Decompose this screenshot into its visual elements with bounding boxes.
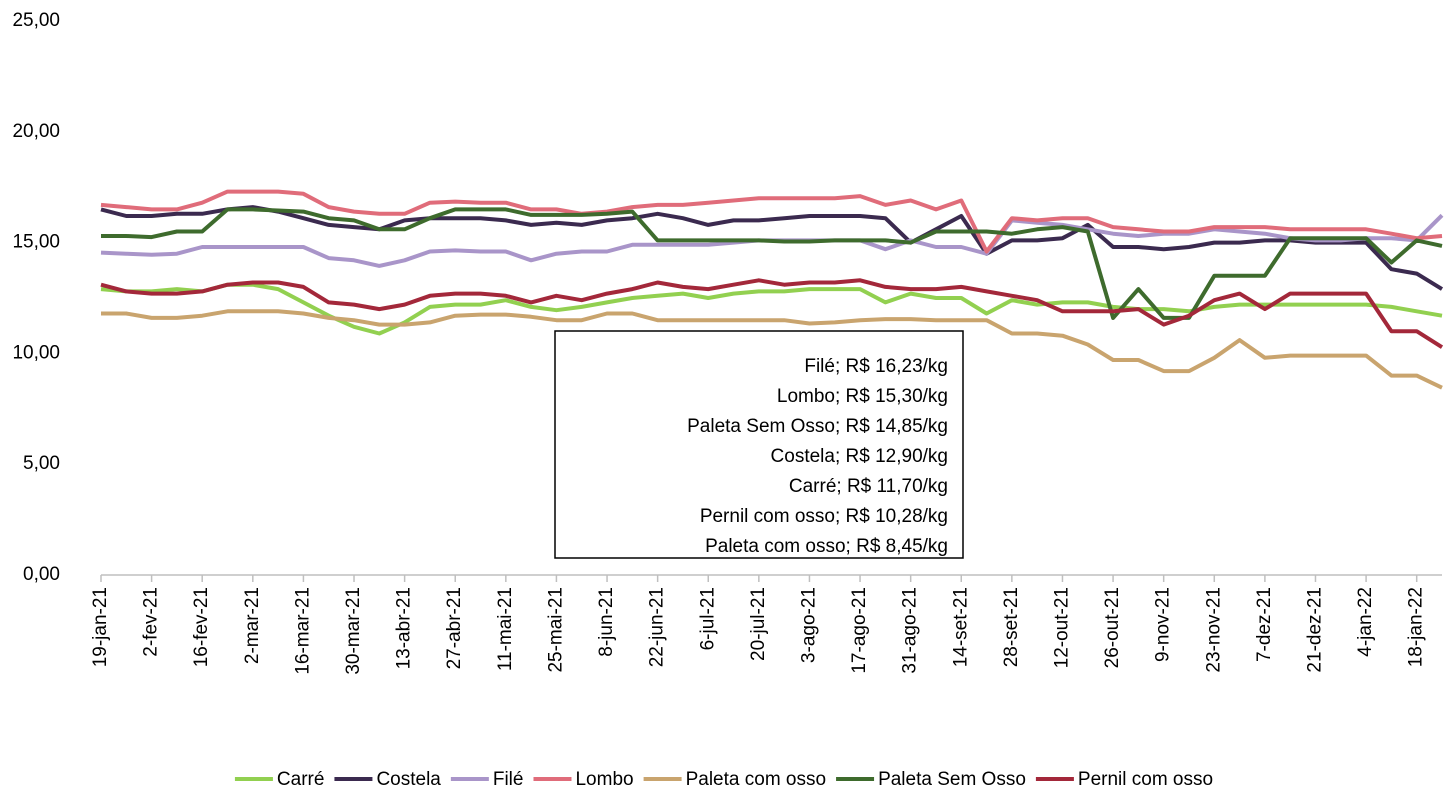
annotation-text: Pernil com osso; R$ 10,28/kg (700, 506, 948, 527)
x-tick-label: 26-out-21 (1102, 587, 1123, 668)
x-tick-label: 8-jun-21 (596, 587, 617, 657)
y-tick-label: 10,00 (12, 342, 60, 363)
annotation-text: Paleta com osso; R$ 8,45/kg (705, 536, 948, 557)
series-line (100, 278, 1444, 349)
legend-label: Costela (376, 769, 441, 790)
x-tick-label: 17-ago-21 (849, 587, 870, 674)
annotation-text: Filé; R$ 16,23/kg (804, 356, 948, 377)
x-tick-label: 21-dez-21 (1305, 587, 1326, 673)
x-tick-label: 9-nov-21 (1153, 587, 1174, 662)
x-tick-label: 18-jan-22 (1406, 587, 1427, 667)
x-tick-label: 11-mai-21 (495, 587, 516, 671)
annotation-box (554, 330, 964, 559)
y-tick-label: 5,00 (23, 453, 60, 474)
x-tick-label: 16-mar-21 (292, 587, 313, 675)
series-line (100, 282, 1443, 336)
x-tick-label: 16-fev-21 (191, 587, 212, 667)
x-tick-label: 7-dez-21 (1254, 587, 1275, 662)
y-tick-label: 15,00 (12, 232, 60, 253)
x-tick-label: 23-nov-21 (1203, 587, 1224, 673)
legend-label: Lombo (575, 769, 633, 790)
x-tick-label: 22-jun-21 (647, 587, 668, 667)
x-tick-label: 28-set-21 (1001, 587, 1022, 667)
legend-label: Carré (277, 769, 325, 790)
x-tick-label: 13-abr-21 (394, 587, 415, 669)
annotation-text: Lombo; R$ 15,30/kg (777, 386, 948, 407)
y-tick-label: 20,00 (12, 121, 60, 142)
x-tick-label: 30-mar-21 (343, 587, 364, 675)
x-tick-label: 4-jan-22 (1355, 587, 1376, 657)
series-line (101, 207, 1443, 320)
x-tick-label: 14-set-21 (950, 587, 971, 667)
annotation-text: Carré; R$ 11,70/kg (789, 476, 948, 497)
x-tick-label: 27-abr-21 (444, 587, 465, 669)
legend-label: Filé (493, 769, 524, 790)
x-tick-label: 12-out-21 (1051, 587, 1072, 668)
y-tick-label: 25,00 (12, 10, 60, 31)
annotation-text: Paleta Sem Osso; R$ 14,85/kg (687, 416, 948, 437)
series-line (100, 189, 1443, 254)
series-line (100, 205, 1444, 291)
x-tick-label: 25-mai-21 (545, 587, 566, 673)
x-tick-label: 31-ago-21 (900, 587, 921, 674)
legend-label: Paleta com osso (686, 769, 826, 790)
y-tick-label: 0,00 (23, 564, 60, 585)
legend-label: Paleta Sem Osso (878, 769, 1026, 790)
x-tick-label: 2-mar-21 (242, 587, 263, 664)
annotation-text: Costela; R$ 12,90/kg (771, 446, 948, 467)
x-tick-label: 6-jul-21 (697, 587, 718, 650)
x-tick-label: 3-ago-21 (798, 587, 819, 663)
series-line (101, 309, 1443, 390)
x-tick-label: 20-jul-21 (748, 587, 769, 661)
x-tick-label: 2-fev-21 (141, 587, 162, 657)
legend-label: Pernil com osso (1078, 769, 1213, 790)
x-tick-label: 19-jan-21 (90, 587, 111, 667)
